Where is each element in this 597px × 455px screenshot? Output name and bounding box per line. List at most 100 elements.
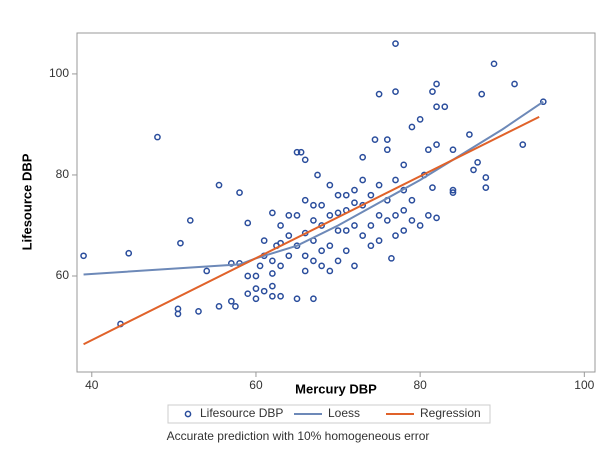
point xyxy=(80,252,87,260)
point xyxy=(236,189,243,196)
point xyxy=(232,302,239,310)
point xyxy=(203,267,211,275)
point xyxy=(383,136,391,143)
point xyxy=(433,141,440,149)
point xyxy=(260,287,268,295)
point xyxy=(359,176,367,184)
point xyxy=(186,217,194,224)
point xyxy=(449,189,457,196)
point xyxy=(269,209,276,217)
point xyxy=(318,262,325,270)
point xyxy=(252,272,260,280)
point xyxy=(429,88,436,95)
point xyxy=(244,290,252,298)
point xyxy=(334,227,342,234)
point xyxy=(252,295,260,303)
point xyxy=(519,141,527,149)
legend-frame xyxy=(167,404,491,424)
x-axis-label: Mercury DBP xyxy=(295,381,377,396)
y-tick-label: 100 xyxy=(49,66,69,80)
point xyxy=(154,133,161,141)
x-tick-label: 40 xyxy=(85,378,99,392)
y-tick-label: 60 xyxy=(56,268,70,282)
x-tick-label: 80 xyxy=(413,378,427,392)
point xyxy=(383,146,391,154)
point xyxy=(449,186,457,194)
point xyxy=(277,222,284,229)
legend-swatch xyxy=(184,410,192,418)
point xyxy=(256,262,264,270)
point xyxy=(351,199,358,207)
point xyxy=(449,146,457,154)
point xyxy=(301,196,309,204)
point xyxy=(416,116,424,123)
y-axis-label: Lifesource DBP xyxy=(19,153,34,250)
point xyxy=(433,80,440,88)
point xyxy=(260,237,268,244)
point xyxy=(334,191,342,199)
point xyxy=(383,217,391,224)
legend-label: Loess xyxy=(328,406,360,420)
point xyxy=(388,254,395,262)
point xyxy=(293,148,301,156)
point xyxy=(400,227,408,234)
point xyxy=(318,247,325,255)
point xyxy=(367,222,375,229)
point xyxy=(244,219,252,227)
point xyxy=(392,212,399,219)
point xyxy=(244,272,252,280)
point xyxy=(400,161,408,169)
point xyxy=(326,267,334,275)
point xyxy=(408,196,416,204)
point xyxy=(326,212,334,219)
point xyxy=(177,239,184,247)
point xyxy=(195,308,202,315)
point xyxy=(293,212,301,219)
point xyxy=(425,212,432,219)
point xyxy=(429,184,436,191)
point xyxy=(318,222,325,229)
point xyxy=(351,222,358,229)
point xyxy=(301,156,309,164)
point xyxy=(367,242,375,250)
point xyxy=(375,212,383,219)
x-tick-label: 100 xyxy=(574,378,594,392)
point xyxy=(474,158,481,166)
point xyxy=(342,247,350,255)
point xyxy=(359,153,367,161)
point xyxy=(408,217,416,224)
point xyxy=(371,136,379,143)
legend-label: Regression xyxy=(420,406,481,420)
point xyxy=(359,232,367,239)
fit-line xyxy=(83,100,544,276)
point xyxy=(326,181,334,189)
point xyxy=(301,267,309,275)
point xyxy=(466,131,473,138)
point xyxy=(310,295,317,303)
point xyxy=(334,209,342,217)
point xyxy=(433,103,440,111)
point xyxy=(252,285,260,292)
point xyxy=(416,222,424,229)
point xyxy=(375,181,383,189)
point xyxy=(215,302,223,310)
point xyxy=(351,186,358,194)
point xyxy=(227,297,235,305)
point xyxy=(314,171,321,179)
point xyxy=(269,270,276,277)
point xyxy=(285,232,293,239)
point xyxy=(470,166,477,174)
point xyxy=(425,146,432,154)
point xyxy=(392,176,399,184)
point xyxy=(408,123,416,131)
point xyxy=(310,257,317,265)
point xyxy=(392,40,399,47)
point xyxy=(326,242,334,250)
point xyxy=(482,174,490,181)
point xyxy=(490,60,498,68)
point xyxy=(277,262,284,270)
point xyxy=(433,214,440,222)
point xyxy=(482,184,490,191)
point xyxy=(269,257,276,265)
point xyxy=(342,227,350,234)
